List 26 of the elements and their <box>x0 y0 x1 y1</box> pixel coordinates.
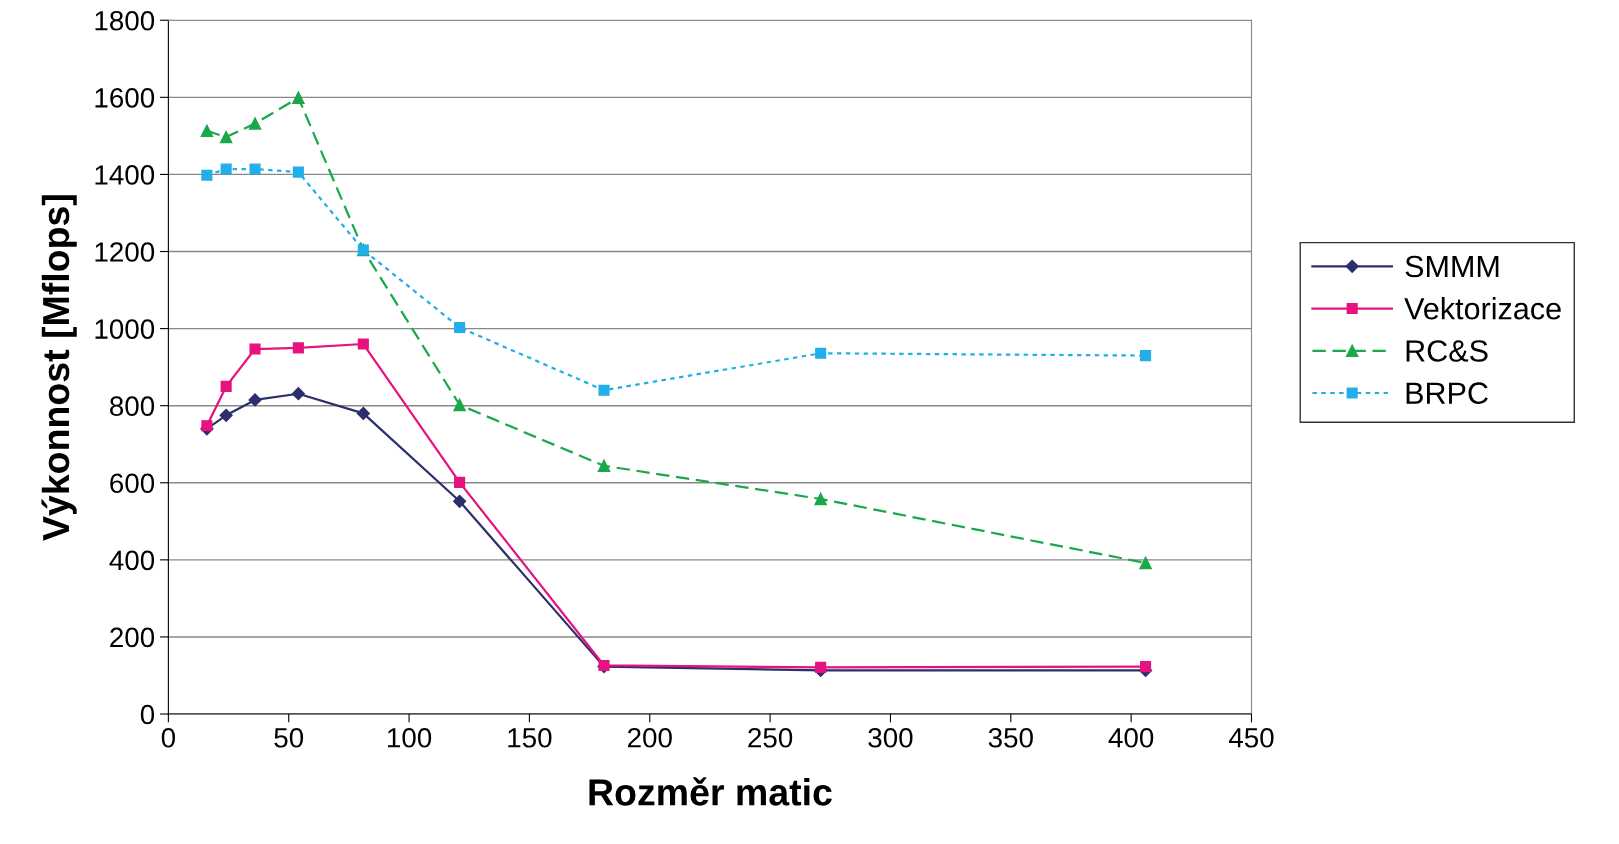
legend-label: SMMM <box>1405 255 1499 278</box>
x-tick-label: 250 <box>748 727 793 748</box>
x-tick-label: 450 <box>1228 727 1274 748</box>
x-tick-label: 100 <box>388 727 432 748</box>
y-tick-label: 1800 <box>95 10 155 31</box>
x-tick-label: 300 <box>868 727 913 748</box>
x-tick-label: 50 <box>274 727 304 748</box>
x-tick-label: 400 <box>1108 727 1154 748</box>
x-tick-label: 200 <box>627 727 672 748</box>
x-tick-label: 0 <box>161 727 176 748</box>
y-tick-label: 0 <box>140 704 155 725</box>
x-tick-label: 150 <box>508 727 552 748</box>
y-axis-title: Výkonnost [Mflops] <box>41 195 77 541</box>
legend-label: Vektorizace <box>1404 297 1561 320</box>
y-tick-label: 400 <box>109 550 155 571</box>
legend-label: BRPC <box>1406 382 1488 404</box>
x-axis-title: Rozměr matic <box>589 777 832 806</box>
y-tick-label: 600 <box>110 473 155 494</box>
x-tick-label: 350 <box>988 727 1033 748</box>
y-tick-label: 200 <box>110 627 155 648</box>
y-tick-label: 800 <box>110 396 155 417</box>
y-tick-label: 1000 <box>95 319 155 339</box>
y-tick-label: 1200 <box>95 242 155 262</box>
legend-label: RC&S <box>1406 340 1488 362</box>
y-tick-label: 1400 <box>95 165 155 185</box>
y-tick-label: 1600 <box>95 88 155 108</box>
